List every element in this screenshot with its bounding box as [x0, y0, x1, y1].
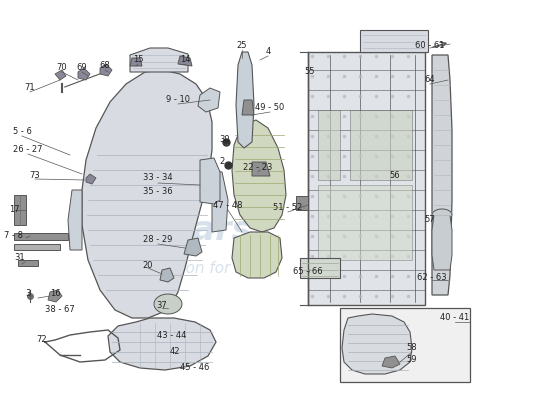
Polygon shape — [350, 110, 412, 180]
Text: 4: 4 — [265, 48, 271, 56]
Text: 26 - 27: 26 - 27 — [13, 146, 43, 154]
Polygon shape — [18, 260, 38, 266]
Text: 72: 72 — [37, 336, 47, 344]
Polygon shape — [432, 209, 452, 215]
Text: 5 - 6: 5 - 6 — [13, 128, 31, 136]
Text: 62 - 63: 62 - 63 — [417, 274, 447, 282]
Text: 73: 73 — [30, 170, 40, 180]
Text: 33 - 34: 33 - 34 — [143, 174, 173, 182]
Text: 65 - 66: 65 - 66 — [293, 268, 323, 276]
Text: 22 - 23: 22 - 23 — [243, 164, 273, 172]
Polygon shape — [360, 30, 428, 52]
Polygon shape — [82, 70, 212, 318]
Text: 70: 70 — [57, 64, 67, 72]
Polygon shape — [236, 52, 254, 148]
Text: 17: 17 — [9, 206, 19, 214]
Text: 20: 20 — [143, 260, 153, 270]
Text: 60 - 61: 60 - 61 — [415, 40, 445, 50]
Text: 51 - 52: 51 - 52 — [273, 204, 303, 212]
Text: a passion for cars: a passion for cars — [133, 260, 268, 276]
Text: 49 - 50: 49 - 50 — [255, 104, 285, 112]
Text: Eurocars: Eurocars — [88, 214, 252, 246]
Polygon shape — [100, 64, 112, 76]
Text: 37: 37 — [157, 300, 167, 310]
Polygon shape — [432, 215, 452, 270]
Text: 69: 69 — [76, 64, 87, 72]
Text: 38 - 67: 38 - 67 — [45, 306, 75, 314]
Polygon shape — [48, 290, 62, 302]
Polygon shape — [160, 268, 174, 282]
Text: 7 - 8: 7 - 8 — [4, 230, 24, 240]
Polygon shape — [178, 56, 192, 66]
Polygon shape — [432, 55, 452, 295]
Text: 28 - 29: 28 - 29 — [144, 236, 173, 244]
Text: 3: 3 — [25, 290, 31, 298]
Polygon shape — [198, 88, 220, 112]
Text: 42: 42 — [170, 348, 180, 356]
Polygon shape — [296, 196, 308, 210]
Polygon shape — [55, 70, 66, 80]
Polygon shape — [14, 195, 26, 225]
Text: 16: 16 — [50, 290, 60, 298]
Text: 56: 56 — [390, 170, 400, 180]
Text: 57: 57 — [425, 216, 435, 224]
Text: 35 - 36: 35 - 36 — [143, 188, 173, 196]
Polygon shape — [200, 158, 220, 204]
Polygon shape — [78, 68, 90, 80]
Polygon shape — [130, 48, 188, 72]
Polygon shape — [86, 174, 96, 184]
Text: 40 - 41: 40 - 41 — [441, 314, 470, 322]
Polygon shape — [318, 185, 412, 260]
Text: 71: 71 — [25, 84, 35, 92]
Polygon shape — [318, 110, 340, 180]
Text: 25: 25 — [236, 40, 248, 50]
Text: 55: 55 — [305, 68, 315, 76]
Text: 14: 14 — [180, 56, 190, 64]
Polygon shape — [242, 100, 254, 115]
Polygon shape — [108, 318, 216, 370]
Polygon shape — [212, 170, 228, 232]
Polygon shape — [14, 233, 68, 240]
Polygon shape — [252, 162, 270, 176]
Text: 2: 2 — [219, 158, 224, 166]
Polygon shape — [130, 58, 142, 66]
Polygon shape — [340, 308, 470, 382]
Text: 43 - 44: 43 - 44 — [157, 330, 186, 340]
Text: 30: 30 — [219, 136, 230, 144]
Text: 58: 58 — [406, 344, 417, 352]
Text: 15: 15 — [133, 56, 143, 64]
Text: 9 - 10: 9 - 10 — [166, 96, 190, 104]
Polygon shape — [342, 314, 412, 374]
Text: 31: 31 — [15, 254, 25, 262]
Text: 59: 59 — [407, 356, 417, 364]
Text: 47 - 48: 47 - 48 — [213, 202, 243, 210]
Polygon shape — [184, 238, 202, 256]
Polygon shape — [232, 232, 282, 278]
Text: 68: 68 — [100, 60, 111, 70]
Text: 45 - 46: 45 - 46 — [180, 364, 210, 372]
Polygon shape — [300, 258, 340, 278]
Polygon shape — [14, 244, 60, 250]
Polygon shape — [232, 120, 286, 232]
Polygon shape — [154, 294, 182, 314]
Polygon shape — [308, 52, 425, 305]
Polygon shape — [68, 190, 82, 250]
Text: 64: 64 — [425, 76, 435, 84]
Polygon shape — [382, 356, 400, 368]
